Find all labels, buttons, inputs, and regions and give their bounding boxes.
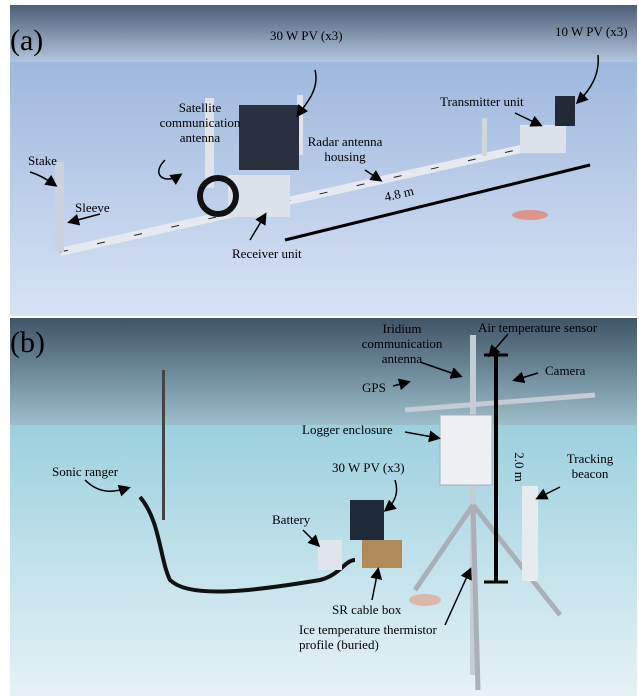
annotation-line: Iridium <box>383 321 422 336</box>
annotation: 10 W PV (x3) <box>555 24 628 39</box>
annotation-line: Tracking <box>567 451 614 466</box>
annotation: SR cable box <box>332 602 402 617</box>
annotation-line: Radar antenna <box>308 134 383 149</box>
annotation-line: Stake <box>28 153 57 168</box>
annotation-line: GPS <box>362 380 386 395</box>
annotation: Air temperature sensor <box>478 320 598 335</box>
annotation-line: SR cable box <box>332 602 402 617</box>
photo-a <box>10 5 637 316</box>
annotation-line: 30 W PV (x3) <box>332 460 405 475</box>
annotation-line: 10 W PV (x3) <box>555 24 628 39</box>
annotation-line: Battery <box>272 512 311 527</box>
annotation: Ice temperature thermistor profile (burie… <box>299 622 438 652</box>
annotation-line: beacon <box>572 466 609 481</box>
annotation: Receiver unit <box>232 246 302 261</box>
annotation: 30 W PV (x3) <box>270 28 343 43</box>
annotation: Camera <box>545 363 586 378</box>
annotation-line: antenna <box>382 351 423 366</box>
annotation-line: communication <box>362 336 443 351</box>
annotation-line: Air temperature sensor <box>478 320 598 335</box>
annotation: Satellite communication antenna <box>160 100 241 145</box>
photo-b <box>10 318 637 696</box>
annotation-line: Receiver unit <box>232 246 302 261</box>
leaders <box>29 54 599 626</box>
annotation: 4.8 m <box>383 183 415 204</box>
annotation: Battery <box>272 512 311 527</box>
annotation-line: 4.8 m <box>383 183 415 204</box>
annotation-line: Sleeve <box>75 200 110 215</box>
annotation-line: Ice temperature thermistor <box>299 622 438 637</box>
annotation-line: Logger enclosure <box>302 422 393 437</box>
annotation: Logger enclosure <box>302 422 393 437</box>
annotation: Stake <box>28 153 57 168</box>
annotation: Iridium communication antenna <box>362 321 443 366</box>
panel-label: (a) <box>10 24 43 57</box>
annotation: Sleeve <box>75 200 110 215</box>
annotation-line: 2.0 m <box>512 452 527 482</box>
annotation: GPS <box>362 380 386 395</box>
annotation: Sonic ranger <box>52 464 119 479</box>
annotation: 30 W PV (x3) <box>332 460 405 475</box>
annotation-line: Transmitter unit <box>440 94 524 109</box>
annotation: Transmitter unit <box>440 94 524 109</box>
annotation-line: Sonic ranger <box>52 464 119 479</box>
annotation-line: Satellite <box>179 100 222 115</box>
annotation-line: profile (buried) <box>299 637 379 652</box>
annotation-line: antenna <box>180 130 221 145</box>
annotation-line: housing <box>324 149 366 164</box>
annotation: Radar antenna housing <box>308 134 383 164</box>
panel-label: (b) <box>10 326 45 359</box>
annotation-line: communication <box>160 115 241 130</box>
annotation: 2.0 m <box>512 452 527 482</box>
annotation-line: Camera <box>545 363 586 378</box>
annotation: Tracking beacon <box>567 451 614 481</box>
annotation-line: 30 W PV (x3) <box>270 28 343 43</box>
